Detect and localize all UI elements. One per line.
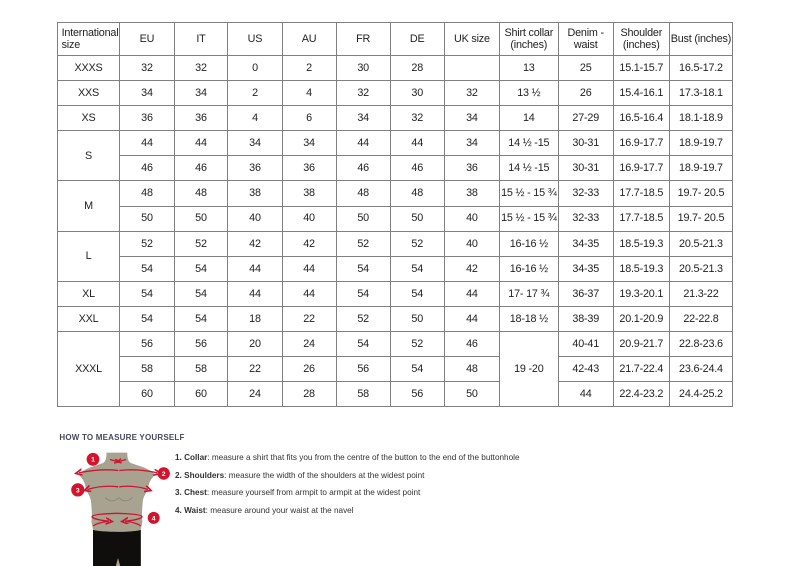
svg-text:4: 4 [152,515,156,522]
svg-text:3: 3 [76,487,80,494]
svg-text:2: 2 [162,471,166,478]
svg-text:1: 1 [91,457,95,464]
